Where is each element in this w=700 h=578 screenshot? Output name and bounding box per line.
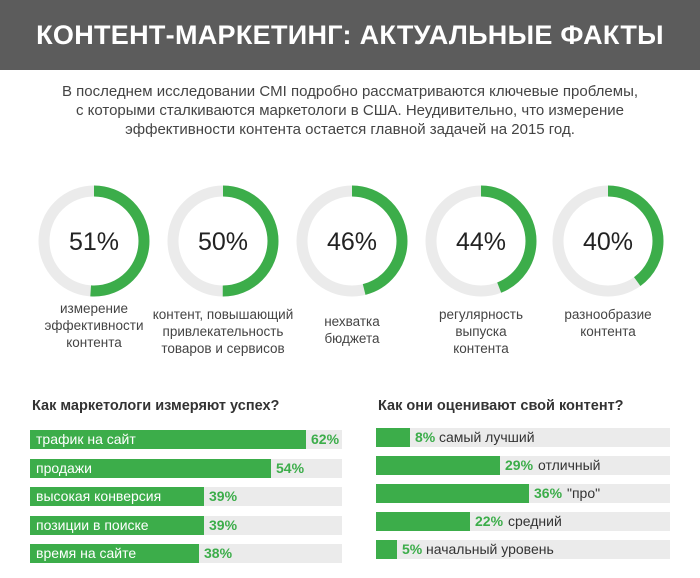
- bar-fill: [376, 428, 410, 447]
- bar-row: 36% "про": [376, 484, 670, 503]
- bar-row: 5% начальный уровень: [376, 540, 670, 559]
- bar-category-label: начальный уровень: [426, 541, 554, 557]
- donut-value-label: 44%: [456, 228, 506, 256]
- bar-row: 62% трафик на сайт: [30, 430, 342, 449]
- bar-category-label: трафик на сайт: [36, 431, 136, 447]
- donut-arc: [552, 185, 664, 297]
- donut-category-label: нехватка бюджета: [277, 313, 427, 347]
- bar-fill: [30, 487, 204, 506]
- donut-label-line: разнообразие: [564, 307, 652, 322]
- bar-value-label: 39%: [209, 516, 238, 533]
- bar-value-label: 54%: [276, 459, 305, 476]
- bar-category-label: отличный: [538, 457, 601, 473]
- donut-value-label: 40%: [583, 228, 633, 256]
- intro-line: В последнем исследовании CMI подробно ра…: [61, 83, 639, 100]
- donut-value-label: 46%: [327, 228, 377, 256]
- donut-arc: [425, 185, 537, 297]
- donut-charts: 51% 50% 46% 44% 40%: [38, 185, 664, 297]
- intro-line: с которыми сталкиваются маркетологи в СШ…: [75, 102, 625, 119]
- donut-label-line: эффективности: [44, 318, 144, 333]
- donut-category-label: регулярность выпуска контента: [406, 306, 556, 357]
- bar-row: 8% самый лучший: [376, 428, 670, 447]
- donut-category-label: разнообразие контента: [533, 306, 683, 340]
- bar-fill: [30, 544, 199, 563]
- bar-row: 39% позиции в поиске: [30, 515, 342, 535]
- bar-fill: [30, 458, 271, 478]
- bar-fill: [376, 540, 397, 559]
- donut-arc: [38, 185, 150, 297]
- donut-label-line: нехватка: [324, 314, 380, 329]
- success-chart-title: Как маркетологи измеряют успех?: [32, 398, 280, 414]
- donut-value-label: 51%: [69, 228, 119, 256]
- bar-row: 38% время на сайте: [30, 544, 342, 563]
- bar-category-label: время на сайте: [36, 545, 137, 561]
- bar-value-label: 39%: [209, 488, 238, 504]
- bar-value-label: 22%: [475, 513, 504, 529]
- donut-label-line: товаров и сервисов: [161, 341, 285, 356]
- donut-label-line: выпуска: [455, 324, 507, 339]
- donut-label-line: регулярность: [438, 307, 524, 322]
- donut-label-line: бюджета: [324, 331, 380, 346]
- donut-arc: [296, 185, 408, 297]
- intro-text: В последнем исследовании CMI подробно ра…: [20, 82, 680, 139]
- donut-arc: [167, 185, 279, 297]
- bar-value-label: 29%: [505, 457, 534, 473]
- intro-line: эффективности контента остается главной …: [125, 121, 575, 138]
- bar-row: 22% средний: [376, 512, 670, 531]
- donut-category-label: измерение эффективности контента: [19, 300, 169, 351]
- donut-value-label: 50%: [198, 228, 248, 256]
- bar-fill: [30, 430, 306, 449]
- bar-fill: [376, 456, 500, 475]
- bar-fill: [30, 515, 204, 535]
- bar-value-label: 8%: [415, 429, 436, 445]
- donut-label-line: контент, повышающий: [152, 307, 294, 322]
- bar-value-label: 5%: [402, 541, 423, 557]
- donut-label-line: измерение: [59, 301, 129, 316]
- donut-label-line: привлекательность: [162, 324, 284, 339]
- page-title: КОНТЕНТ-МАРКЕТИНГ: АКТУАЛЬНЫЕ ФАКТЫ: [36, 20, 664, 50]
- bar-category-label: высокая конверсия: [36, 488, 162, 504]
- bar-row: 54% продажи: [30, 458, 342, 478]
- bar-fill: [376, 484, 529, 503]
- bar-category-label: самый лучший: [439, 429, 535, 445]
- bar-category-label: продажи: [36, 459, 92, 476]
- bar-category-label: "про": [567, 485, 601, 501]
- bar-value-label: 38%: [204, 545, 233, 561]
- bar-value-label: 36%: [534, 485, 563, 501]
- donut-label-line: контента: [66, 335, 122, 350]
- bar-category-label: средний: [508, 513, 562, 529]
- bar-fill: [376, 512, 470, 531]
- bar-row: 29% отличный: [376, 456, 670, 475]
- bar-category-label: позиции в поиске: [36, 516, 149, 533]
- donut-label-line: контента: [453, 341, 509, 356]
- bar-value-label: 62%: [311, 431, 340, 447]
- bar-row: 39% высокая конверсия: [30, 487, 342, 506]
- rating-chart-title: Как они оценивают свой контент?: [378, 398, 624, 414]
- donut-category-label: контент, повышающий привлекательность това…: [148, 306, 298, 357]
- header-banner: КОНТЕНТ-МАРКЕТИНГ: АКТУАЛЬНЫЕ ФАКТЫ: [0, 0, 700, 70]
- donut-label-line: контента: [580, 324, 636, 339]
